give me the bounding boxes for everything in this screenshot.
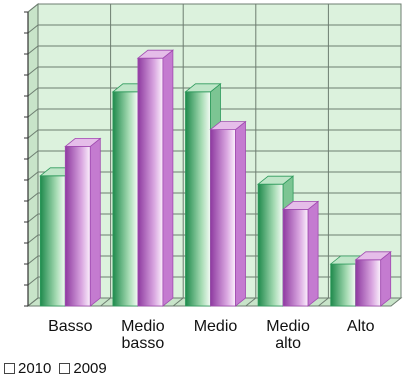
gridline-side bbox=[27, 213, 39, 223]
gridline-side bbox=[27, 24, 39, 34]
gridline-side bbox=[27, 150, 39, 160]
bar-side bbox=[380, 250, 392, 307]
bar-2009-3 bbox=[281, 200, 320, 307]
bar-side bbox=[89, 137, 101, 307]
gridline-side bbox=[27, 276, 39, 286]
x-axis-tick-label: Alto bbox=[346, 318, 375, 335]
gridline-floor bbox=[100, 297, 111, 307]
x-axis-tick-label: Medio bbox=[193, 318, 238, 335]
gridline-floor bbox=[172, 297, 184, 307]
gridline-side bbox=[27, 108, 39, 118]
gridline-side bbox=[27, 87, 39, 97]
gridline-side bbox=[27, 192, 39, 202]
gridline-side bbox=[27, 171, 39, 181]
gridline-floor bbox=[245, 297, 257, 307]
bar-2009-4 bbox=[354, 250, 392, 307]
x-axis-tick-label: Medio alto bbox=[266, 318, 310, 352]
bar-front bbox=[64, 145, 91, 307]
bar-2009-1 bbox=[136, 49, 175, 307]
bar-front bbox=[330, 263, 357, 307]
gridline-side bbox=[27, 255, 39, 265]
bar-top bbox=[209, 121, 247, 131]
x-axis-tick-label: Basso bbox=[48, 318, 93, 335]
legend-swatch-2010 bbox=[4, 363, 15, 374]
gridline-side bbox=[27, 45, 39, 55]
legend-swatch-2009 bbox=[59, 363, 71, 374]
bar-side bbox=[307, 200, 319, 307]
gridline-floor bbox=[318, 297, 329, 307]
bar-front bbox=[257, 183, 284, 307]
legend-label-2010: 2010 bbox=[18, 360, 52, 377]
x-axis-tick-label: Medio basso bbox=[121, 318, 165, 352]
legend-item-2009: 2009 bbox=[59, 360, 107, 377]
bar-side bbox=[162, 49, 174, 307]
legend-item-2010: 2010 bbox=[4, 360, 51, 377]
bar-top bbox=[281, 200, 320, 210]
legend: 2010 2009 bbox=[4, 360, 115, 377]
bar-front bbox=[282, 208, 309, 307]
bar-top bbox=[136, 49, 175, 59]
bar-2009-0 bbox=[64, 137, 102, 307]
bar-side bbox=[235, 120, 246, 307]
gridline-side bbox=[27, 3, 39, 13]
gridline-side bbox=[27, 66, 39, 76]
bar-top bbox=[184, 83, 222, 93]
bar-front bbox=[137, 57, 164, 307]
gridline-side bbox=[27, 129, 39, 139]
bar-front bbox=[185, 91, 211, 307]
bar-front bbox=[355, 259, 382, 307]
gridline-side bbox=[27, 234, 39, 244]
bar-top bbox=[256, 175, 295, 185]
bar-top bbox=[64, 137, 102, 147]
bar-2009-2 bbox=[209, 120, 247, 307]
legend-label-2009: 2009 bbox=[73, 360, 107, 377]
gridline-side bbox=[27, 297, 39, 307]
bar-front bbox=[210, 129, 236, 307]
bar-top bbox=[354, 251, 392, 261]
bar-front bbox=[112, 91, 139, 307]
bar-front bbox=[39, 175, 66, 307]
